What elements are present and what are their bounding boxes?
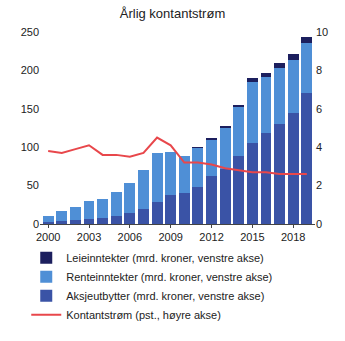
svg-text:Leieinntekter (mrd. kroner, ve: Leieinntekter (mrd. kroner, venstre akse… bbox=[66, 252, 263, 264]
svg-text:Aksjeutbytter (mrd. kroner, ve: Aksjeutbytter (mrd. kroner, venstre akse… bbox=[66, 290, 264, 302]
svg-text:200: 200 bbox=[21, 64, 39, 76]
svg-text:2015: 2015 bbox=[240, 231, 264, 243]
svg-text:2: 2 bbox=[316, 179, 322, 191]
svg-text:6: 6 bbox=[316, 103, 322, 115]
svg-text:0: 0 bbox=[316, 218, 322, 230]
svg-text:2012: 2012 bbox=[199, 231, 223, 243]
svg-text:2006: 2006 bbox=[118, 231, 142, 243]
svg-text:2003: 2003 bbox=[77, 231, 101, 243]
svg-text:2018: 2018 bbox=[281, 231, 305, 243]
svg-text:10: 10 bbox=[316, 26, 328, 38]
svg-text:Årlig kontantstrøm: Årlig kontantstrøm bbox=[120, 6, 225, 21]
svg-text:Kontantstrøm (pst., høyre akse: Kontantstrøm (pst., høyre akse) bbox=[66, 309, 221, 321]
svg-text:150: 150 bbox=[21, 103, 39, 115]
svg-text:8: 8 bbox=[316, 64, 322, 76]
svg-text:0: 0 bbox=[33, 218, 39, 230]
svg-text:2009: 2009 bbox=[158, 231, 182, 243]
svg-text:2000: 2000 bbox=[36, 231, 60, 243]
svg-text:50: 50 bbox=[27, 179, 39, 191]
svg-text:4: 4 bbox=[316, 141, 322, 153]
svg-text:250: 250 bbox=[21, 26, 39, 38]
svg-text:100: 100 bbox=[21, 141, 39, 153]
svg-text:Renteinntekter (mrd. kroner, v: Renteinntekter (mrd. kroner, venstre aks… bbox=[66, 271, 272, 283]
